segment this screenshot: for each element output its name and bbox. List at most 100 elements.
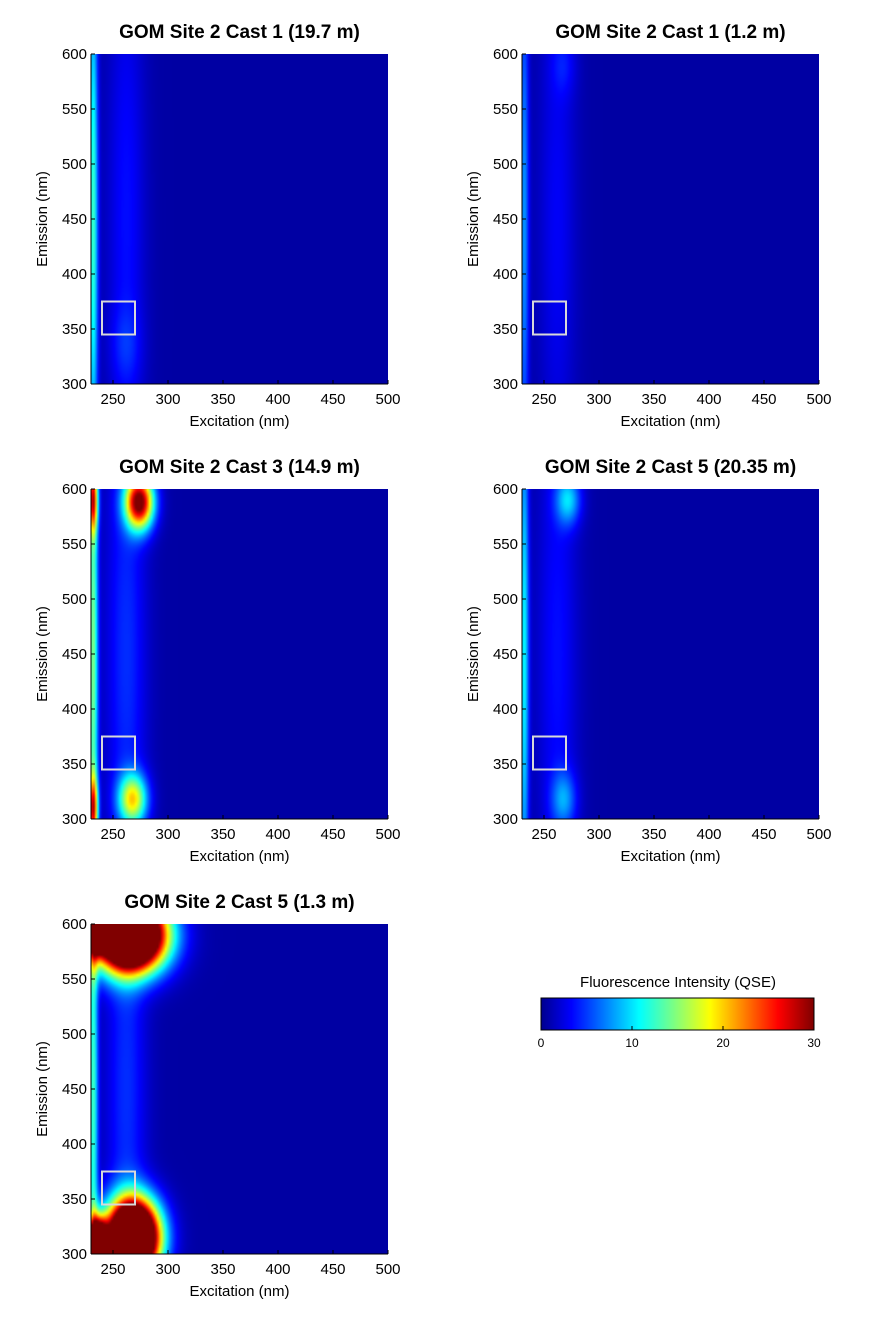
x-tick-label: 500 [806, 826, 831, 843]
y-tick-label: 350 [62, 1191, 87, 1208]
colorbar-tick-label: 30 [807, 1036, 821, 1050]
eem-heatmap [522, 489, 819, 819]
x-tick-label: 300 [586, 826, 611, 843]
x-tick-label: 450 [320, 826, 345, 843]
y-tick-label: 350 [493, 321, 518, 338]
y-tick-label: 400 [493, 266, 518, 283]
x-tick-label: 450 [320, 391, 345, 408]
x-tick-label: 250 [531, 826, 556, 843]
y-axis-label: Emission (nm) [34, 1041, 51, 1137]
eem-heatmap [91, 489, 388, 819]
y-tick-label: 450 [493, 646, 518, 663]
y-tick-label: 500 [493, 591, 518, 608]
y-axis-label: Emission (nm) [34, 606, 51, 702]
x-tick-label: 450 [320, 1261, 345, 1278]
y-tick-label: 300 [493, 811, 518, 828]
marked-region-box [101, 1170, 136, 1206]
x-tick-label: 250 [100, 1261, 125, 1278]
y-tick-label: 600 [62, 46, 87, 63]
y-tick-label: 300 [493, 376, 518, 393]
y-tick-label: 300 [62, 811, 87, 828]
y-tick-label: 600 [493, 46, 518, 63]
eem-heatmap [91, 54, 388, 384]
y-tick-label: 500 [62, 156, 87, 173]
y-tick-label: 400 [493, 701, 518, 718]
y-tick-label: 450 [62, 1081, 87, 1098]
x-tick-label: 350 [210, 1261, 235, 1278]
eem-panel-2: GOM Site 2 Cast 1 (1.2 m) 250 300 350 400 450… [465, 22, 832, 430]
y-tick-label: 450 [493, 211, 518, 228]
y-tick-label: 600 [62, 916, 87, 933]
marked-region-box [101, 735, 136, 771]
x-tick-label: 500 [375, 826, 400, 843]
eem-heatmap [522, 54, 819, 384]
panel-title: GOM Site 2 Cast 3 (14.9 m) [119, 457, 360, 478]
y-tick-label: 500 [62, 1026, 87, 1043]
y-tick-label: 450 [62, 646, 87, 663]
marked-region-box [532, 735, 567, 771]
y-axis-label: Emission (nm) [34, 171, 51, 267]
eem-panel-3: GOM Site 2 Cast 3 (14.9 m) 250 300 350 400 45… [34, 457, 401, 865]
x-axis-label: Excitation (nm) [189, 413, 289, 430]
x-tick-label: 250 [100, 826, 125, 843]
colorbar: Fluorescence Intensity (QSE) 0 10 20 30 [538, 974, 821, 1050]
marked-region-box [532, 300, 567, 336]
y-tick-label: 600 [493, 481, 518, 498]
colorbar-gradient [541, 998, 814, 1030]
colorbar-tick-label: 10 [625, 1036, 639, 1050]
x-tick-label: 300 [155, 826, 180, 843]
y-tick-label: 550 [493, 536, 518, 553]
y-tick-label: 300 [62, 1246, 87, 1263]
panel-title: GOM Site 2 Cast 1 (19.7 m) [119, 22, 360, 43]
x-tick-label: 300 [155, 391, 180, 408]
y-tick-label: 500 [62, 591, 87, 608]
y-axis-label: Emission (nm) [465, 606, 482, 702]
x-tick-label: 450 [751, 391, 776, 408]
x-tick-label: 350 [210, 391, 235, 408]
y-tick-label: 350 [493, 756, 518, 773]
x-tick-label: 350 [210, 826, 235, 843]
x-tick-label: 300 [155, 1261, 180, 1278]
x-tick-label: 400 [696, 391, 721, 408]
y-tick-label: 550 [493, 101, 518, 118]
x-tick-label: 500 [806, 391, 831, 408]
eem-panel-4: GOM Site 2 Cast 5 (20.35 m) 250 300 350 400 4… [465, 457, 832, 865]
y-tick-label: 350 [62, 321, 87, 338]
x-axis-label: Excitation (nm) [189, 848, 289, 865]
x-tick-label: 250 [531, 391, 556, 408]
panel-title: GOM Site 2 Cast 1 (1.2 m) [555, 22, 785, 43]
colorbar-title: Fluorescence Intensity (QSE) [580, 974, 776, 991]
eem-panel-5: GOM Site 2 Cast 5 (1.3 m) 250 300 350 400 450… [34, 892, 401, 1300]
x-tick-label: 350 [641, 391, 666, 408]
x-tick-label: 300 [586, 391, 611, 408]
y-tick-label: 550 [62, 971, 87, 988]
y-tick-label: 550 [62, 536, 87, 553]
y-tick-label: 550 [62, 101, 87, 118]
y-axis-label: Emission (nm) [465, 171, 482, 267]
x-tick-label: 250 [100, 391, 125, 408]
x-tick-label: 500 [375, 1261, 400, 1278]
eem-panel-1: GOM Site 2 Cast 1 (19.7 m) 250 300 350 400 45… [34, 22, 401, 430]
x-tick-label: 400 [696, 826, 721, 843]
x-tick-label: 400 [265, 391, 290, 408]
x-tick-label: 450 [751, 826, 776, 843]
y-tick-label: 600 [62, 481, 87, 498]
y-tick-label: 400 [62, 266, 87, 283]
y-tick-label: 300 [62, 376, 87, 393]
colorbar-tick-label: 0 [538, 1036, 545, 1050]
x-tick-label: 350 [641, 826, 666, 843]
y-tick-label: 350 [62, 756, 87, 773]
y-tick-label: 450 [62, 211, 87, 228]
x-tick-label: 400 [265, 826, 290, 843]
x-axis-label: Excitation (nm) [620, 413, 720, 430]
panel-title: GOM Site 2 Cast 5 (1.3 m) [124, 892, 354, 913]
marked-region-box [101, 300, 136, 336]
x-tick-label: 400 [265, 1261, 290, 1278]
colorbar-frame [540, 997, 815, 1031]
x-axis-label: Excitation (nm) [189, 1283, 289, 1300]
y-tick-label: 500 [493, 156, 518, 173]
x-axis-label: Excitation (nm) [620, 848, 720, 865]
colorbar-tick-label: 20 [716, 1036, 730, 1050]
x-tick-label: 500 [375, 391, 400, 408]
